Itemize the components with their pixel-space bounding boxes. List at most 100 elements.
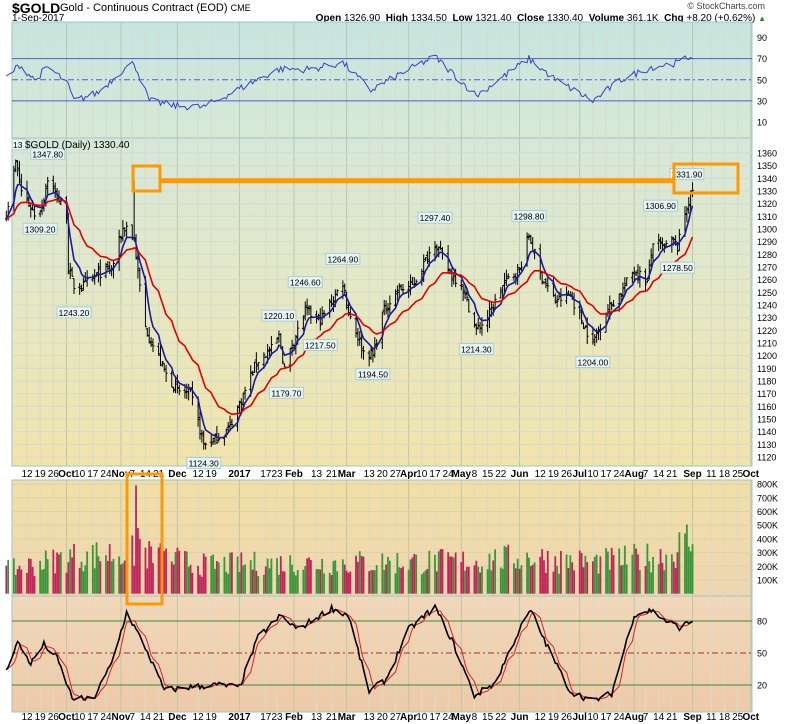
- price-annotation-box: [186, 457, 222, 470]
- volume-bar: [26, 572, 28, 594]
- x-axis-tick-label-bottom: 14: [653, 712, 665, 723]
- volume-bar: [330, 574, 333, 594]
- price-annotation: 1179.70: [271, 388, 301, 398]
- price-axis-label: 1340: [757, 174, 777, 184]
- x-axis-tick-label-bottom: 19: [548, 712, 560, 723]
- volume-bar: [317, 568, 320, 594]
- volume-bar: [319, 569, 322, 594]
- volume-bar: [475, 560, 478, 594]
- volume-bar: [80, 561, 83, 594]
- price-annotation: 1264.90: [327, 254, 358, 264]
- volume-bar: [516, 558, 519, 594]
- volume-bar: [244, 564, 246, 594]
- volume-bar: [513, 563, 515, 594]
- x-axis-tick-label: 13: [311, 469, 323, 480]
- volume-bar: [33, 575, 36, 594]
- volume-bar: [383, 569, 386, 594]
- volume-bar: [95, 542, 98, 594]
- volume-bar: [567, 568, 570, 594]
- volume-bar: [546, 550, 549, 594]
- volume-bar: [554, 556, 557, 594]
- x-axis-tick-label: Apr: [400, 469, 417, 480]
- volume-bar: [452, 557, 455, 594]
- volume-bar: [358, 551, 361, 594]
- x-axis-tick-label: 18: [719, 469, 731, 480]
- x-axis-tick-label-bottom: 26: [561, 712, 573, 723]
- volume-bar: [610, 547, 613, 594]
- price-annotation-cut: 13: [13, 140, 23, 150]
- volume-bar: [133, 565, 136, 594]
- low-value: 1321.40: [475, 13, 512, 24]
- volume-bar: [569, 555, 572, 594]
- volume-bar: [659, 549, 662, 594]
- volume-bar: [336, 571, 339, 594]
- volume-axis-label: 200K: [757, 562, 778, 572]
- price-axis-label: 1270: [757, 262, 777, 272]
- x-axis-tick-label-bottom: Apr: [400, 712, 417, 723]
- x-axis-tick-label: 10: [74, 469, 86, 480]
- price-axis-label: 1220: [757, 326, 777, 336]
- volume-bar: [672, 561, 675, 594]
- volume-axis-label: 100K: [757, 576, 778, 586]
- volume-bar: [580, 553, 583, 594]
- volume-bar: [43, 568, 45, 594]
- price-annotation: 1278.50: [662, 263, 693, 273]
- annotation-box-current: [672, 162, 740, 195]
- volume-bar: [439, 549, 442, 594]
- volume-bar: [481, 566, 483, 594]
- price-annotation: 1331.90: [672, 170, 703, 180]
- volume-bar: [597, 573, 600, 594]
- x-axis-tick-label: 12: [193, 469, 205, 480]
- volume-bar: [477, 566, 480, 594]
- volume-axis-label: 600K: [757, 507, 778, 517]
- open-value: 1326.90: [344, 13, 381, 24]
- x-axis-tick-label-bottom: Oct: [58, 712, 75, 723]
- x-axis-tick-label: 8: [472, 469, 478, 480]
- volume-bar: [623, 545, 626, 594]
- description-text: Gold - Continuous Contract (EOD): [60, 2, 228, 14]
- price-annotation-box: [575, 356, 611, 369]
- price-annotation-box: [659, 261, 695, 274]
- volume-bar: [14, 574, 17, 594]
- x-axis-tick-label: 26: [561, 469, 573, 480]
- volume-bar: [494, 549, 497, 594]
- volume-bar: [573, 570, 575, 594]
- volume-bar: [362, 556, 365, 594]
- volume-bar: [462, 551, 465, 594]
- price-annotation: 1204.00: [578, 358, 609, 368]
- volume-bar: [637, 554, 639, 594]
- volume-bar: [449, 556, 451, 594]
- volume-bar: [467, 566, 470, 594]
- x-axis-tick-label-bottom: 25: [732, 712, 744, 723]
- volume-bar: [294, 575, 297, 594]
- volume-bar: [229, 552, 231, 594]
- x-axis-tick-label: 12: [535, 469, 547, 480]
- volume-bar: [112, 558, 115, 594]
- x-axis-tick-label-bottom: 21: [326, 712, 338, 723]
- volume-bar: [648, 561, 651, 594]
- volume-bar: [422, 572, 425, 594]
- volume-bar: [262, 574, 265, 594]
- close-label: Close: [516, 13, 545, 24]
- volume-bar: [27, 558, 30, 594]
- volume-bar: [691, 544, 694, 594]
- volume-bar: [663, 570, 666, 594]
- chg-label: Chg: [664, 13, 684, 24]
- volume-bar: [460, 562, 463, 594]
- volume-bar: [661, 562, 664, 594]
- volume-bar: [375, 565, 378, 594]
- volume-bar: [582, 567, 585, 594]
- volume-bar: [650, 572, 653, 594]
- x-axis-tick-label-bottom: Aug: [625, 712, 644, 723]
- x-axis-tick-label-bottom: 13: [311, 712, 323, 723]
- volume-axis-label: 300K: [757, 548, 778, 558]
- volume-bar: [578, 550, 581, 594]
- price-axis-label: 1280: [757, 250, 777, 260]
- volume-bar: [560, 551, 562, 594]
- volume-bar: [490, 570, 493, 594]
- volume-bar: [526, 552, 528, 594]
- price-annotation: 1298.80: [514, 211, 545, 221]
- volume-bar: [185, 551, 188, 594]
- x-axis-tick-label-bottom: 11: [706, 712, 717, 723]
- x-axis-tick-label: 23: [271, 469, 283, 480]
